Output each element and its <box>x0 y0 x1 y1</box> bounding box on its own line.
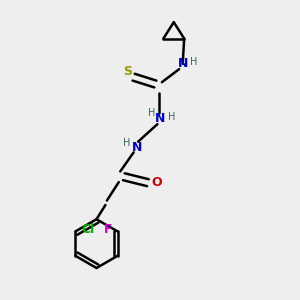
Text: Cl: Cl <box>81 223 94 236</box>
Text: H: H <box>148 108 155 118</box>
Text: S: S <box>123 65 132 78</box>
Text: H: H <box>190 57 198 67</box>
Text: N: N <box>155 112 166 125</box>
Text: H: H <box>168 112 175 122</box>
Text: H: H <box>122 138 130 148</box>
Text: O: O <box>152 176 162 189</box>
Text: F: F <box>104 223 112 236</box>
Text: N: N <box>178 57 188 70</box>
Text: N: N <box>131 140 142 154</box>
